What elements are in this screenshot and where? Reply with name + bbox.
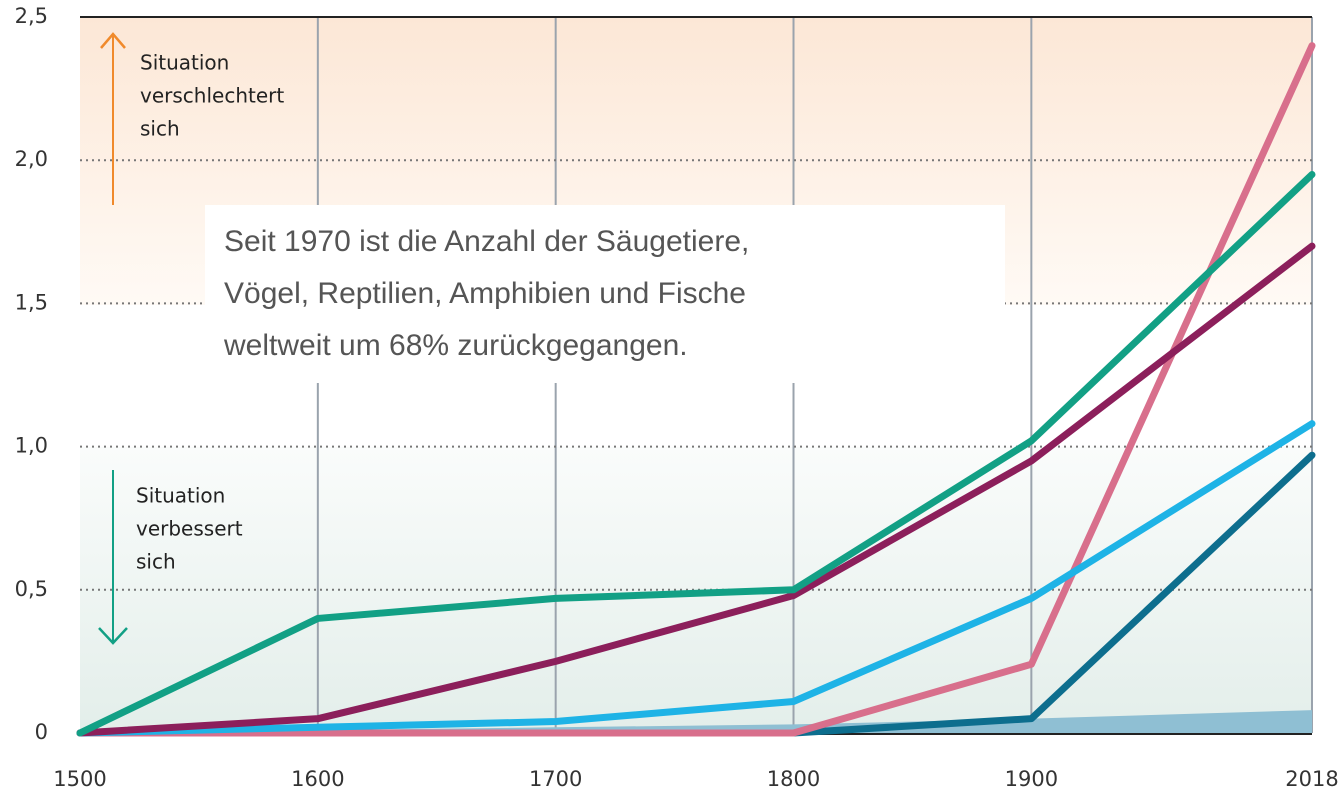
y-tick-label: 2,5 (15, 4, 48, 28)
line (76, 420, 1316, 737)
note-box (205, 205, 1005, 383)
labels: 1500 1600 1700 1800 1900 2018 0 0,5 1,0 1,5 2,0 2,5 (15, 4, 1339, 791)
y-tick-label: 1,5 (15, 290, 48, 314)
annotation-line: sich (140, 117, 180, 141)
marks (76, 42, 1316, 737)
y-tick-label: 0,5 (15, 577, 48, 601)
annotation-line: Situation (140, 51, 229, 75)
line (76, 242, 1316, 737)
annotation-line: Seit 1970 ist die Anzahl der Säugetiere, (224, 225, 749, 258)
x-tick-label: 1800 (767, 767, 820, 791)
y-tick-label: 0 (35, 720, 48, 744)
x-tick-label: 1500 (53, 767, 106, 791)
down-arrow-head (98, 627, 128, 645)
x-tick-label: 1700 (529, 767, 582, 791)
x-tick-label: 2018 (1285, 767, 1338, 791)
x-tick-label: 1900 (1005, 767, 1058, 791)
x-tick-label: 1600 (291, 767, 344, 791)
annotation-line: Situation (136, 484, 225, 508)
annotation-line: sich (136, 550, 176, 574)
line (76, 42, 1316, 737)
notes: Situation verschlechtert sich Situation verb… (136, 51, 749, 574)
y-tick-label: 2,0 (15, 147, 48, 171)
area (80, 710, 1312, 733)
annotation-line: Vögel, Reptilien, Amphibien und Fische (224, 277, 746, 310)
up-arrow-head (100, 32, 126, 49)
annotation-line: weltweit um 68% zurückgegangen. (223, 329, 688, 362)
y-tick-label: 1,0 (15, 434, 48, 458)
annotation-line: verschlechtert (140, 84, 284, 108)
line (76, 171, 1316, 737)
annotation-line: verbessert (136, 517, 243, 541)
